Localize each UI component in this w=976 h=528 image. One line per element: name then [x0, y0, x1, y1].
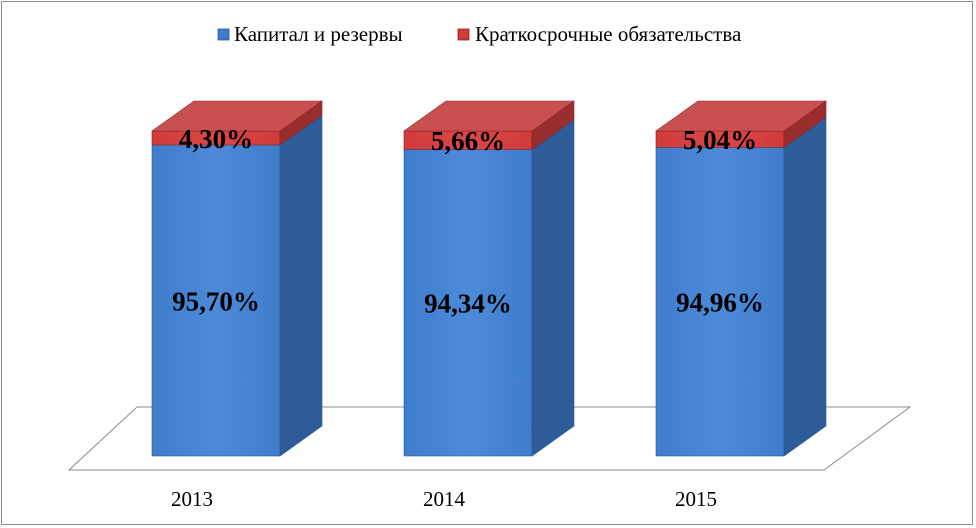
data-label-2013-0: 95,70% — [172, 286, 260, 316]
legend: Капитал и резервы Краткосрочные обязател… — [217, 22, 742, 46]
bar-segment-2013-0 — [151, 114, 323, 457]
bar-segment-2015-0 — [655, 116, 827, 457]
bar-top-2013 — [151, 100, 323, 132]
bar-top-2014 — [403, 100, 575, 132]
data-label-2013-1: 4,30% — [179, 124, 253, 154]
bar-side-2013-0 — [279, 114, 323, 457]
data-label-2014-1: 5,66% — [431, 126, 505, 156]
legend-swatch-1 — [457, 28, 470, 41]
bar-front-2015-0 — [655, 147, 785, 457]
data-labels: 95,70% 4,30% 94,34% 5,66% 94,96% 5,04% — [172, 124, 764, 319]
legend-item-1: Краткосрочные обязательства — [457, 22, 742, 46]
legend-swatch-0 — [217, 28, 230, 41]
legend-item-0: Капитал и резервы — [217, 22, 403, 46]
x-tick-label-2015: 2015 — [675, 487, 717, 511]
data-label-2014-0: 94,34% — [424, 289, 512, 319]
bar-side-2014-0 — [531, 118, 575, 457]
bar-segment-2014-1 — [403, 100, 575, 150]
data-label-2015-0: 94,96% — [676, 288, 764, 318]
bar-segment-2014-0 — [403, 118, 575, 457]
x-tick-label-2014: 2014 — [423, 487, 466, 511]
bar-side-2015-0 — [783, 116, 827, 457]
bar-top-2015 — [655, 100, 827, 132]
legend-label-0: Капитал и резервы — [234, 22, 403, 46]
bar-front-2014-0 — [403, 149, 533, 457]
x-axis-ticks: 2013 2014 2015 — [171, 487, 717, 511]
bar-segment-2013-1 — [151, 100, 323, 146]
data-label-2015-1: 5,04% — [683, 125, 757, 155]
bar-front-2013-0 — [151, 144, 281, 457]
bars-layer — [151, 100, 827, 457]
bar-segment-2015-1 — [655, 100, 827, 148]
legend-label-1: Краткосрочные обязательства — [475, 22, 742, 46]
x-tick-label-2013: 2013 — [171, 487, 213, 511]
